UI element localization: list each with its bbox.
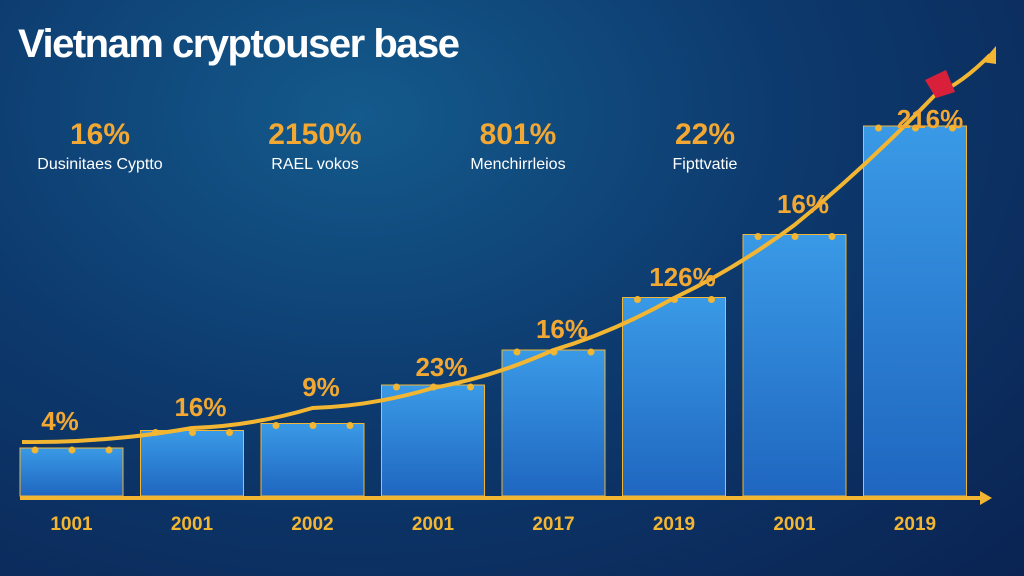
chart-title: Vietnam cryptouser base xyxy=(18,22,460,66)
bar-marker xyxy=(791,233,799,240)
bar-marker xyxy=(754,233,762,240)
x-tick-label: 1001 xyxy=(50,514,93,535)
stat-value: 801% xyxy=(479,118,557,151)
data-label: 126% xyxy=(649,262,716,292)
stat-value: 16% xyxy=(69,118,131,151)
bar xyxy=(19,447,124,497)
stat-label: RAEL vokos xyxy=(271,156,359,173)
x-tick-label: 2001 xyxy=(171,514,214,535)
data-label: 4% xyxy=(41,406,79,436)
stat-3: 801% Menchirrleios xyxy=(418,118,618,174)
stat-2: 2150% RAEL vokos xyxy=(215,118,415,174)
bar-marker xyxy=(68,446,76,454)
bar-marker xyxy=(467,383,474,391)
bar-marker xyxy=(949,124,956,132)
bar xyxy=(742,234,847,497)
x-tick-label: 2002 xyxy=(291,514,333,535)
x-tick-label: 2001 xyxy=(412,514,455,535)
data-label: 16% xyxy=(174,392,226,422)
bar-marker xyxy=(875,124,882,132)
bar xyxy=(622,297,726,497)
stat-1: 16% Dusinitaes Cyptto xyxy=(0,118,200,174)
data-label: 16% xyxy=(536,314,588,344)
bar-marker xyxy=(393,383,400,391)
trend-line xyxy=(21,53,992,445)
stat-label: Dusinitaes Cyptto xyxy=(37,156,163,173)
stat-label: Fipttvatie xyxy=(672,156,738,173)
bar xyxy=(381,384,485,497)
data-label: 9% xyxy=(302,372,340,402)
x-tick-label: 2019 xyxy=(653,514,695,535)
bar-marker xyxy=(708,296,715,303)
stat-4: 22% Fipttvatie xyxy=(605,118,805,174)
bar xyxy=(863,125,967,497)
bar-marker xyxy=(634,296,641,303)
bar-marker xyxy=(189,429,196,436)
flag-icon xyxy=(925,70,955,98)
bar-marker xyxy=(272,422,280,429)
data-label: 16% xyxy=(777,189,829,219)
x-tick-label: 2001 xyxy=(773,514,816,535)
bar-marker xyxy=(587,348,595,356)
bar-marker xyxy=(105,446,113,454)
x-axis-arrow-icon xyxy=(980,491,992,505)
bar-marker xyxy=(31,446,39,454)
bar-marker xyxy=(226,429,233,436)
x-tick-label: 2017 xyxy=(532,514,574,535)
stat-label: Menchirrleios xyxy=(470,156,566,173)
bar-marker xyxy=(309,422,317,429)
bar xyxy=(501,349,606,497)
trend-arrow-icon xyxy=(982,46,996,64)
bar-marker xyxy=(346,422,354,429)
bar xyxy=(140,430,244,497)
data-label: 216% xyxy=(897,104,964,134)
stat-value: 2150% xyxy=(268,118,362,151)
bar-marker xyxy=(828,233,836,240)
x-tick-label: 2019 xyxy=(894,514,936,535)
bar-marker xyxy=(513,348,521,356)
bar-marker xyxy=(912,124,919,132)
stat-value: 22% xyxy=(674,118,736,151)
data-label: 23% xyxy=(415,352,467,382)
bar xyxy=(260,423,365,497)
